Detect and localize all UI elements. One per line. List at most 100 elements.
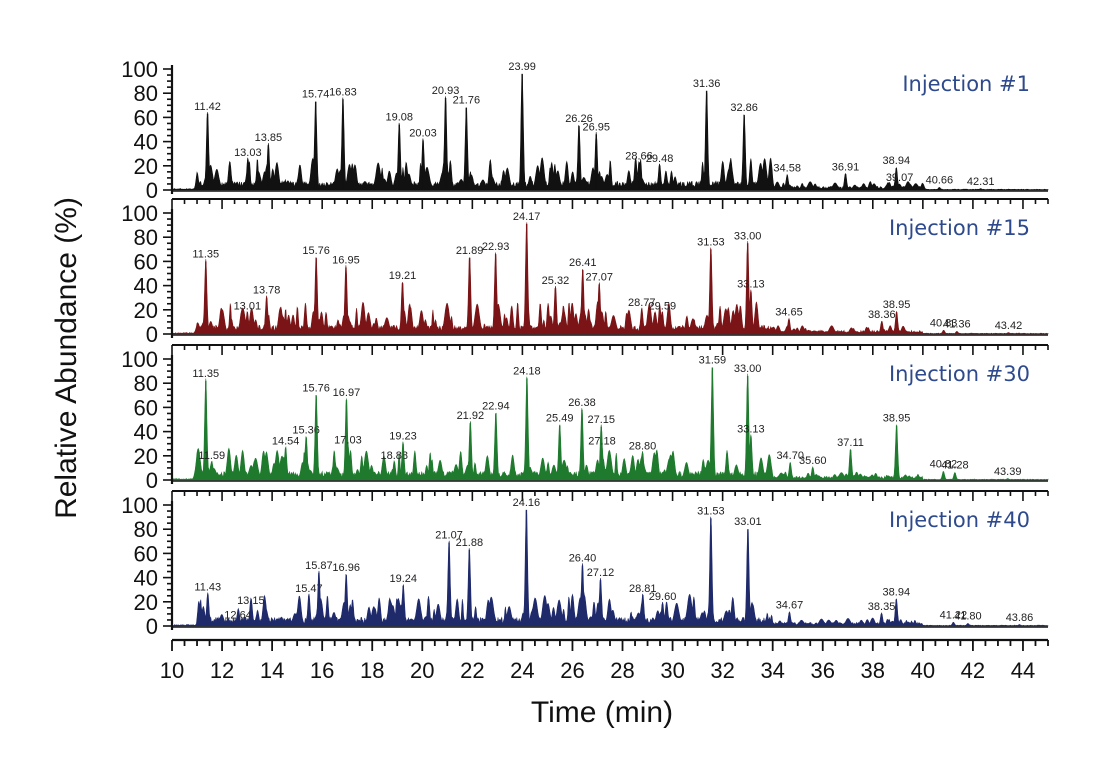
peak-label: 16.83 bbox=[329, 86, 357, 98]
peak-label: 29.48 bbox=[646, 153, 674, 165]
peak-label: 39.07 bbox=[886, 172, 914, 184]
x-tick-label: 20 bbox=[410, 658, 434, 683]
peak-label: 27.12 bbox=[587, 567, 615, 579]
peak-label: 29.59 bbox=[649, 300, 677, 312]
peak-label: 43.39 bbox=[994, 466, 1022, 478]
x-tick-label: 38 bbox=[861, 658, 885, 683]
peak-label: 40.66 bbox=[926, 175, 954, 187]
peak-label: 25.49 bbox=[546, 413, 574, 425]
peak-label: 21.89 bbox=[456, 245, 484, 257]
peak-label: 21.07 bbox=[435, 530, 463, 542]
y-axis-title: Relative Abundance (%) bbox=[50, 197, 83, 519]
peak-label: 25.32 bbox=[542, 275, 570, 287]
peak-label: 38.94 bbox=[883, 586, 911, 598]
y-tick-label: 80 bbox=[134, 371, 158, 396]
y-tick-label: 100 bbox=[121, 347, 158, 372]
y-tick-label: 40 bbox=[134, 566, 158, 591]
peak-label: 13.15 bbox=[237, 595, 265, 607]
peak-label: 27.18 bbox=[588, 436, 616, 448]
peak-label: 41.22 bbox=[940, 609, 968, 621]
peak-label: 11.42 bbox=[194, 101, 221, 113]
peak-label: 26.26 bbox=[565, 113, 593, 125]
peak-label: 29.60 bbox=[649, 591, 677, 603]
y-tick-label: 80 bbox=[134, 517, 158, 542]
peak-label: 33.01 bbox=[734, 516, 762, 528]
peak-label: 38.95 bbox=[883, 299, 911, 311]
peak-label: 19.24 bbox=[389, 573, 417, 585]
peak-label: 34.70 bbox=[776, 450, 804, 462]
y-tick-label: 20 bbox=[134, 154, 158, 179]
peak-label: 11.43 bbox=[194, 582, 221, 594]
peak-label: 41.80 bbox=[954, 611, 982, 623]
x-axis-title: Time (min) bbox=[531, 696, 673, 729]
peak-label: 33.00 bbox=[734, 363, 762, 375]
trace-area bbox=[171, 510, 1049, 627]
peak-label: 19.21 bbox=[389, 270, 417, 282]
peak-label: 16.97 bbox=[333, 387, 361, 399]
y-tick-label: 80 bbox=[134, 81, 158, 106]
peak-label: 26.38 bbox=[568, 397, 596, 409]
y-tick-label: 40 bbox=[134, 130, 158, 155]
peak-label: 11.35 bbox=[192, 248, 219, 260]
panel-title: Injection #40 bbox=[889, 508, 1030, 532]
peak-label: 15.87 bbox=[305, 560, 333, 572]
peak-label: 26.40 bbox=[569, 553, 597, 565]
peak-label: 15.76 bbox=[302, 245, 330, 257]
peak-label: 35.60 bbox=[799, 455, 827, 467]
y-tick-label: 60 bbox=[134, 395, 158, 420]
peak-label: 36.91 bbox=[832, 161, 860, 173]
x-tick-label: 18 bbox=[360, 658, 384, 683]
peak-label: 24.18 bbox=[513, 365, 541, 377]
peak-label: 20.93 bbox=[432, 85, 460, 97]
peak-label: 21.92 bbox=[457, 410, 485, 422]
peak-label: 24.16 bbox=[513, 497, 541, 509]
peak-label: 21.76 bbox=[453, 95, 481, 107]
peak-label: 22.94 bbox=[482, 400, 510, 412]
peak-label: 33.13 bbox=[737, 423, 765, 435]
y-tick-label: 0 bbox=[146, 614, 158, 639]
x-tick-label: 24 bbox=[510, 658, 534, 683]
peak-label: 34.65 bbox=[775, 306, 803, 318]
peak-label: 43.86 bbox=[1006, 612, 1034, 624]
peak-label: 31.36 bbox=[693, 78, 721, 90]
y-tick-label: 80 bbox=[134, 225, 158, 250]
y-tick-label: 100 bbox=[121, 493, 158, 518]
peak-label: 31.53 bbox=[697, 505, 725, 517]
x-tick-label: 34 bbox=[760, 658, 784, 683]
peak-label: 13.78 bbox=[253, 285, 281, 297]
x-tick-label: 36 bbox=[811, 658, 835, 683]
y-tick-label: 20 bbox=[134, 444, 158, 469]
peak-label: 19.08 bbox=[385, 112, 413, 124]
trace-area bbox=[171, 367, 1049, 481]
y-tick-label: 20 bbox=[134, 590, 158, 615]
y-tick-label: 100 bbox=[121, 57, 158, 82]
peak-label: 38.94 bbox=[883, 155, 911, 167]
peak-label: 41.28 bbox=[941, 460, 969, 472]
peak-label: 40.83 bbox=[930, 317, 958, 329]
peak-label: 33.13 bbox=[737, 279, 765, 291]
peak-label: 17.03 bbox=[334, 434, 362, 446]
peak-label: 16.96 bbox=[332, 562, 360, 574]
peak-label: 27.15 bbox=[587, 414, 615, 426]
peak-label: 28.81 bbox=[629, 583, 657, 595]
x-tick-label: 40 bbox=[911, 658, 935, 683]
peak-label: 11.59 bbox=[198, 450, 225, 462]
x-tick-label: 16 bbox=[310, 658, 334, 683]
peak-label: 43.42 bbox=[995, 320, 1023, 332]
peak-label: 28.80 bbox=[629, 440, 657, 452]
peak-label: 28.77 bbox=[628, 297, 656, 309]
x-tick-label: 30 bbox=[660, 658, 684, 683]
peak-label: 34.67 bbox=[776, 600, 804, 612]
x-axis: 10 12 14 16 18 20 22 24 26 28 30 32 34 36 38 40 42 44 bbox=[160, 638, 1049, 683]
peak-label: 32.86 bbox=[730, 102, 758, 114]
peak-label: 27.07 bbox=[585, 271, 613, 283]
y-tick-label: 20 bbox=[134, 298, 158, 323]
x-tick-label: 22 bbox=[460, 658, 484, 683]
peak-label: 11.35 bbox=[192, 368, 219, 380]
peak-label: 15.76 bbox=[302, 382, 330, 394]
y-tick-label: 0 bbox=[146, 178, 158, 203]
y-tick-label: 0 bbox=[146, 468, 158, 493]
peak-label: 42.31 bbox=[967, 176, 995, 188]
